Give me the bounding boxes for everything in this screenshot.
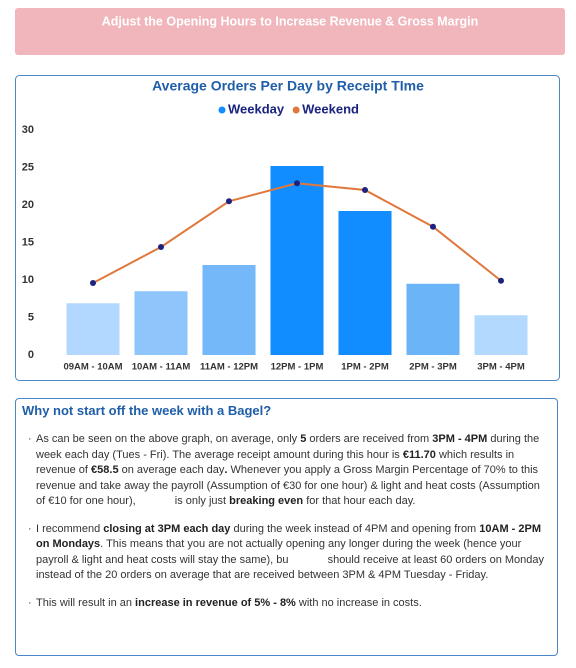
x-tick-label: 2PM - 3PM — [409, 362, 457, 373]
text: which results in revenue of — [36, 448, 515, 477]
bullet: I recommend closing at 3PM each day duri… — [22, 522, 547, 584]
text: I recommend — [36, 522, 104, 535]
point — [90, 280, 96, 286]
text: . This means that you are not actually o… — [36, 538, 522, 566]
chart: Adjust the Opening Hours to Increase Rev… — [15, 8, 565, 381]
text: with no increase in costs. — [295, 596, 422, 609]
bar — [66, 303, 120, 355]
bullet: This will result in an increase in reven… — [22, 596, 547, 612]
text: during the week instead of 4PM and openi… — [230, 522, 480, 535]
text: on average each day — [118, 464, 225, 476]
point — [294, 180, 300, 187]
text: €11.70 — [402, 448, 436, 461]
panel-title: Why not start off the week with a Bagel? — [22, 403, 272, 418]
text: . — [224, 464, 228, 476]
legend-label: Weekend — [302, 101, 359, 116]
y-tick-label: 5 — [28, 311, 34, 323]
y-tick-label: 25 — [22, 161, 34, 173]
text: Whenever you apply a Gross Margin Percen… — [36, 464, 540, 507]
point — [362, 187, 368, 193]
y-tick-label: 10 — [22, 274, 34, 286]
bar — [202, 265, 256, 355]
text: 10AM - 2PM on Mondays — [36, 522, 542, 551]
text-panel: Why not start off the week with a Bagel?… — [15, 398, 558, 656]
banner-title: Adjust the Opening Hours to Increase Rev… — [102, 14, 478, 28]
y-tick-label: 20 — [22, 199, 34, 211]
text: €58.5 — [91, 464, 119, 476]
point — [498, 277, 504, 284]
text: should receive at least 60 orders on Mon… — [36, 553, 545, 582]
y-tick-label: 0 — [28, 349, 34, 361]
text: This will result in an — [36, 596, 136, 609]
bar — [338, 211, 392, 355]
text: breaking even — [229, 495, 304, 507]
x-tick-label: 3PM - 4PM — [477, 362, 525, 373]
x-tick-label: 11AM - 12PM — [200, 362, 258, 373]
bar — [134, 291, 188, 355]
bar — [406, 283, 460, 355]
bar — [270, 166, 324, 355]
bar — [474, 315, 528, 355]
x-tick-label: 12PM - 1PM — [271, 362, 324, 373]
text: during the week each day (Tues - Fri). T… — [36, 433, 540, 461]
bullet: As can be seen on the above graph, on av… — [22, 432, 547, 510]
point — [226, 198, 232, 205]
x-tick-label: 10AM - 11AM — [132, 362, 191, 373]
text: for that hour each day. — [303, 495, 416, 507]
legend-marker — [218, 106, 226, 114]
x-tick-label: 1PM - 2PM — [341, 362, 389, 373]
chart-title: Average Orders Per Day by Receipt TIme — [152, 78, 424, 94]
text: 5 — [300, 433, 307, 445]
legend-label: Weekday — [228, 101, 285, 116]
point — [430, 223, 436, 230]
text: As can be seen on the above graph, on av… — [36, 433, 301, 445]
text: orders are received from — [306, 433, 433, 445]
point — [158, 244, 164, 250]
text: 3PM - 4PM — [432, 433, 488, 445]
y-tick-label: 15 — [22, 236, 34, 248]
legend-marker — [292, 106, 300, 114]
text: increase in revenue of 5% - 8% — [135, 596, 296, 609]
text: closing at 3PM each day — [103, 522, 231, 535]
y-tick-label: 30 — [22, 124, 34, 136]
banner — [15, 8, 565, 55]
x-tick-label: 09AM - 10AM — [63, 362, 122, 373]
text: is only just — [171, 495, 230, 507]
